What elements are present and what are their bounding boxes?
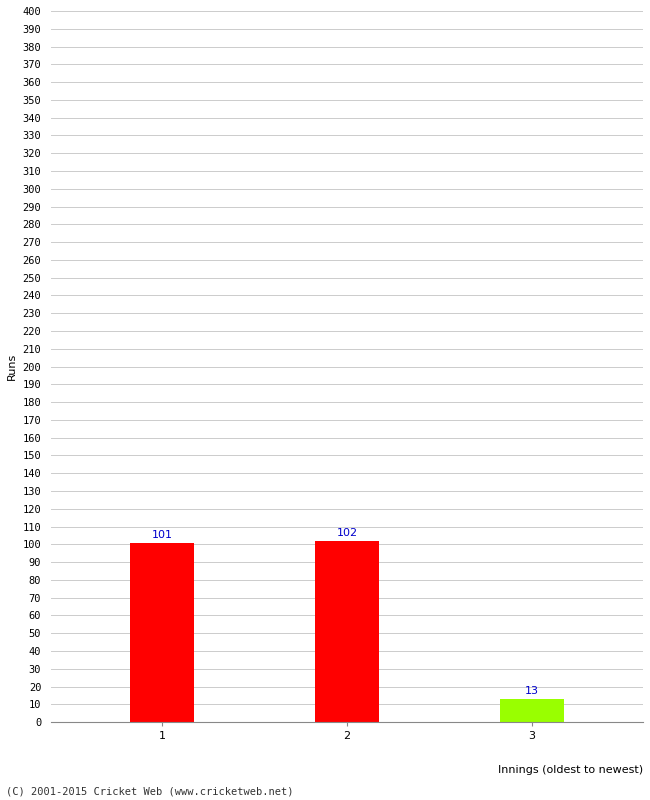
Y-axis label: Runs: Runs	[7, 353, 17, 380]
Text: 102: 102	[337, 528, 358, 538]
Bar	[315, 541, 380, 722]
Bar	[500, 699, 564, 722]
Text: (C) 2001-2015 Cricket Web (www.cricketweb.net): (C) 2001-2015 Cricket Web (www.cricketwe…	[6, 786, 294, 796]
Bar	[129, 542, 194, 722]
Text: 101: 101	[151, 530, 172, 540]
Text: Innings (oldest to newest): Innings (oldest to newest)	[498, 765, 643, 774]
Text: 13: 13	[525, 686, 539, 696]
